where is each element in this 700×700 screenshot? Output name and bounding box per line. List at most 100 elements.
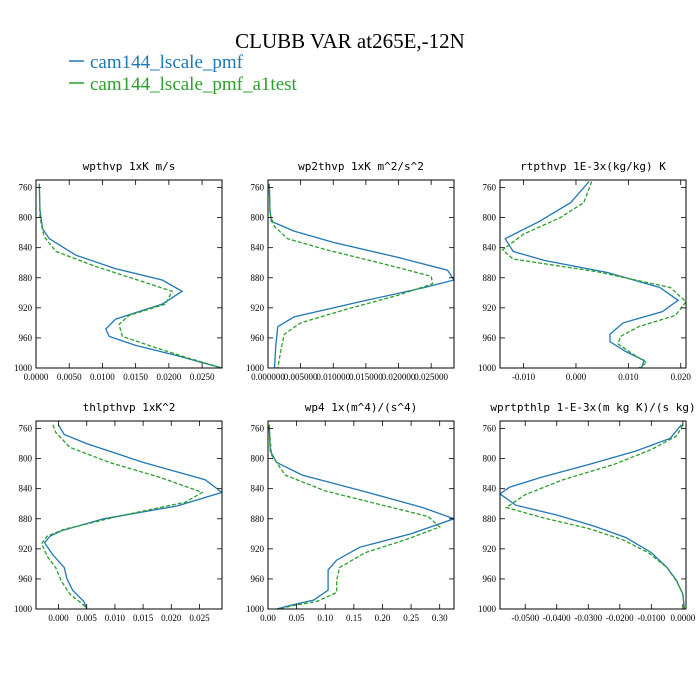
panel-title: wprtpthlp 1-E-3x(m kg K)/(s kg) [490, 401, 695, 414]
x-tick-label: 0.000000 [251, 372, 285, 382]
y-tick-label: 800 [19, 454, 33, 464]
x-tick-label: 0.020000 [382, 372, 416, 382]
panels-grid: wpthvp 1xK m/s76080084088092096010000.00… [14, 160, 696, 623]
panel-title: wpthvp 1xK m/s [83, 160, 176, 173]
x-tick-label: -0.0500 [511, 613, 539, 623]
y-tick-label: 880 [19, 514, 33, 524]
x-tick-label: 0.0000 [670, 613, 695, 623]
y-tick-label: 800 [251, 213, 265, 223]
x-tick-label: 0.0050 [57, 372, 82, 382]
x-tick-label: 0.0200 [156, 372, 181, 382]
x-tick-label: 0.0000 [24, 372, 49, 382]
panel-1: wpthvp 1xK m/s76080084088092096010000.00… [14, 160, 223, 382]
x-tick-label: 0.15 [346, 613, 362, 623]
series-line-2 [268, 424, 441, 609]
y-tick-label: 920 [251, 544, 265, 554]
y-tick-label: 960 [251, 574, 265, 584]
y-tick-label: 920 [483, 303, 497, 313]
x-tick-label: 0.000 [566, 372, 587, 382]
y-tick-label: 960 [483, 333, 497, 343]
x-tick-label: -0.0400 [543, 613, 571, 623]
y-tick-label: 760 [251, 183, 265, 193]
panel-4: thlpthvp 1xK^2 760 800 840 880 920 960 1000 0.00… [14, 401, 223, 623]
x-tick-label: -0.0200 [606, 613, 634, 623]
x-tick-label: 0.0150 [123, 372, 148, 382]
y-tick-label: 960 [483, 574, 497, 584]
panel-title: wp4 1x(m^4)/(s^4) [305, 401, 418, 414]
y-tick-label: 1000 [478, 363, 497, 373]
y-tick-label: 920 [251, 303, 265, 313]
y-tick-label: 840 [251, 484, 265, 494]
series-line-2 [501, 181, 686, 368]
panel-title: wp2thvp 1xK m^2/s^2 [298, 160, 424, 173]
x-tick-label: 0.015 [133, 613, 154, 623]
y-tick-label: 800 [483, 454, 497, 464]
y-tick-label: 1000 [478, 604, 497, 614]
y-tick-label: 840 [483, 243, 497, 253]
legend-label-1: cam144_lscale_pmf [90, 52, 244, 73]
x-tick-label: 0.010 [105, 613, 126, 623]
y-tick-label: 960 [19, 333, 33, 343]
y-tick-label: 880 [19, 273, 33, 283]
y-tick-label: 880 [483, 273, 497, 283]
x-tick-label: 0.20 [375, 613, 391, 623]
x-tick-label: 0.025 [189, 613, 210, 623]
x-tick-label: 0.005 [77, 613, 98, 623]
series-line-2 [40, 424, 204, 609]
x-tick-label: 0.000 [48, 613, 69, 623]
x-tick-label: 0.00 [260, 613, 276, 623]
panel-3: rtpthvp 1E-3x(kg/kg) K 760 800 840 880 920 960… [478, 160, 691, 382]
x-tick-label: -0.010 [512, 372, 536, 382]
x-tick-label: 0.010 [618, 372, 639, 382]
x-tick-label: 0.020 [671, 372, 692, 382]
y-tick-label: 760 [251, 424, 265, 434]
series-line-2 [268, 183, 434, 368]
x-tick-label: 0.0250 [190, 372, 215, 382]
series-line-1 [43, 424, 222, 609]
x-tick-label: 0.30 [432, 613, 448, 623]
series-line-1 [38, 183, 222, 368]
series-line-1 [500, 424, 686, 609]
y-tick-label: 760 [483, 424, 497, 434]
y-tick-label: 960 [19, 574, 33, 584]
panel-frame [35, 420, 223, 610]
x-tick-label: 0.25 [403, 613, 419, 623]
y-tick-label: 1000 [14, 604, 33, 614]
x-tick-label: -0.0300 [574, 613, 602, 623]
x-tick-label: 0.05 [289, 613, 305, 623]
legend: cam144_lscale_pmf cam144_lscale_pmf_a1te… [69, 52, 298, 95]
x-tick-label: -0.0100 [637, 613, 665, 623]
panel-title: rtpthvp 1E-3x(kg/kg) K [520, 160, 666, 173]
y-tick-label: 920 [483, 544, 497, 554]
x-tick-label: 0.10 [317, 613, 333, 623]
panel-5: wp4 1x(m^4)/(s^4)76080084088092096010000… [246, 401, 455, 623]
panel-2: wp2thvp 1xK m^2/s^2 760 800 840 880 920 960 100… [246, 160, 455, 382]
panel-6: wprtpthlp 1-E-3x(m kg K)/(s kg) 760 800 840… [478, 401, 696, 623]
y-tick-label: 840 [251, 243, 265, 253]
series-line-1 [268, 183, 454, 368]
y-tick-label: 760 [19, 183, 33, 193]
y-tick-label: 880 [483, 514, 497, 524]
panel-frame [267, 420, 455, 610]
panel-frame [35, 179, 223, 369]
panel-frame [267, 179, 455, 369]
x-tick-label: 0.005000 [284, 372, 318, 382]
y-tick-label: 1000 [246, 363, 265, 373]
y-tick-label: 800 [251, 454, 265, 464]
series-line-2 [38, 183, 222, 368]
y-tick-label: 920 [19, 544, 33, 554]
y-tick-label: 880 [251, 273, 265, 283]
y-tick-label: 760 [483, 183, 497, 193]
x-tick-label: 0.010000 [316, 372, 350, 382]
panel-frame [499, 179, 687, 369]
y-tick-label: 1000 [14, 363, 33, 373]
figure-title: CLUBB VAR at265E,-12N [235, 29, 465, 53]
y-tick-label: 960 [251, 333, 265, 343]
series-line-1 [504, 181, 680, 368]
y-tick-label: 800 [19, 213, 33, 223]
y-tick-label: 800 [483, 213, 497, 223]
series-line-2 [504, 424, 686, 609]
y-tick-label: 920 [19, 303, 33, 313]
y-tick-label: 1000 [246, 604, 265, 614]
